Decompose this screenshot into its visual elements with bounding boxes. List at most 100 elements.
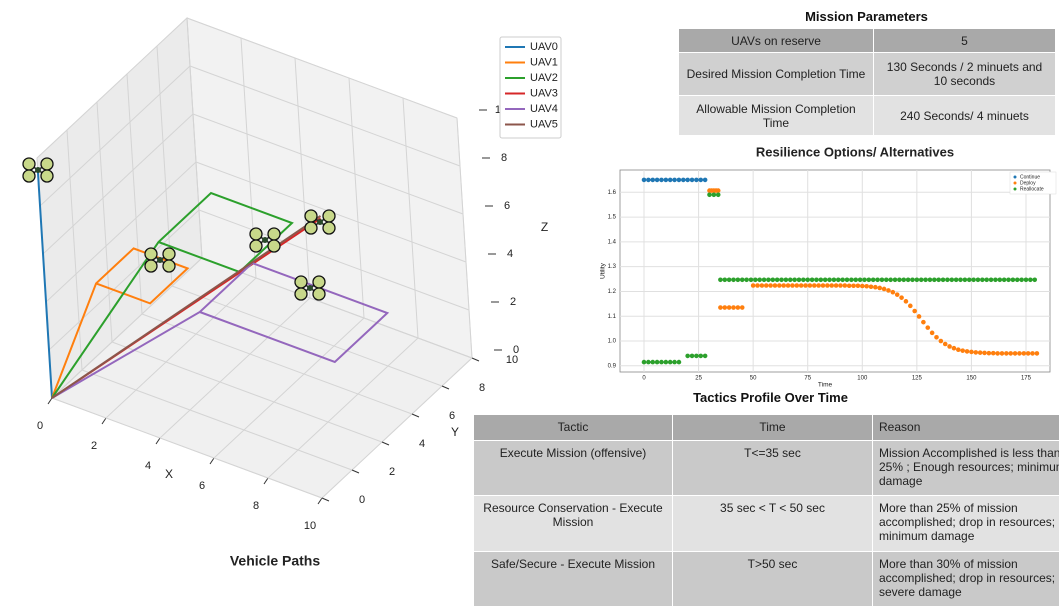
- z-tick-label: 8: [501, 152, 507, 164]
- data-point: [685, 178, 690, 183]
- data-point: [718, 305, 723, 310]
- z-tick-label: 2: [510, 296, 516, 308]
- data-point: [856, 283, 861, 288]
- data-point: [945, 277, 950, 282]
- page: 024681002468100246810XYZ UAV0UAV1UAV2UAV…: [0, 0, 1059, 606]
- data-point: [947, 344, 952, 349]
- data-point: [736, 305, 741, 310]
- vehicle-paths-plot: 024681002468100246810XYZ: [37, 18, 548, 532]
- data-point: [788, 277, 793, 282]
- data-point: [899, 295, 904, 300]
- data-point: [984, 277, 989, 282]
- data-point: [971, 277, 976, 282]
- data-point: [932, 277, 937, 282]
- data-point: [963, 277, 968, 282]
- table-cell: 35 sec < T < 50 sec: [673, 496, 873, 552]
- data-point: [915, 277, 920, 282]
- data-point: [650, 178, 655, 183]
- data-point: [777, 283, 782, 288]
- data-point: [799, 283, 804, 288]
- data-point: [949, 277, 954, 282]
- data-point: [1028, 277, 1033, 282]
- data-point: [792, 277, 797, 282]
- data-point: [690, 178, 695, 183]
- table-title: Mission Parameters: [678, 9, 1055, 24]
- data-point: [736, 277, 741, 282]
- data-point: [840, 277, 845, 282]
- data-point: [762, 277, 767, 282]
- legend-label: UAV5: [530, 118, 558, 130]
- table-cell: More than 30% of mission accomplished; d…: [873, 552, 1059, 606]
- data-point: [871, 277, 876, 282]
- table-title: Tactics Profile Over Time: [473, 390, 1059, 405]
- y-tick-label: 1.6: [608, 190, 617, 196]
- data-point: [956, 347, 961, 352]
- data-point: [862, 277, 867, 282]
- data-point: [681, 178, 686, 183]
- data-point: [965, 349, 970, 354]
- y-tick-label: 0: [359, 494, 365, 506]
- header-cell: Reason: [873, 415, 1059, 441]
- data-point: [659, 360, 664, 365]
- data-point: [703, 178, 708, 183]
- data-point: [958, 277, 963, 282]
- data-point: [753, 277, 758, 282]
- data-point: [797, 277, 802, 282]
- table-cell: T<=35 sec: [673, 441, 873, 496]
- table-cell: Safe/Secure - Execute Mission: [474, 552, 673, 606]
- table-cell: 240 Seconds/ 4 minuets: [874, 96, 1056, 136]
- legend-swatch: [1014, 188, 1017, 191]
- data-point: [923, 277, 928, 282]
- legend-label: UAV1: [530, 56, 558, 68]
- data-point: [906, 277, 911, 282]
- data-point: [1002, 277, 1007, 282]
- legend-swatch: [1014, 182, 1017, 185]
- data-point: [987, 351, 992, 356]
- data-point: [790, 283, 795, 288]
- data-point: [921, 320, 926, 325]
- legend-swatch: [1014, 176, 1017, 179]
- data-point: [858, 277, 863, 282]
- data-point: [1006, 277, 1011, 282]
- tick-mark: [48, 398, 52, 404]
- x-tick-label: 50: [750, 376, 757, 382]
- data-point: [740, 277, 745, 282]
- data-point: [698, 178, 703, 183]
- data-point: [781, 283, 786, 288]
- data-point: [888, 277, 893, 282]
- data-point: [685, 354, 690, 359]
- data-point: [967, 277, 972, 282]
- x-tick-label: 150: [966, 376, 977, 382]
- header-cell: Time: [673, 415, 873, 441]
- data-point: [755, 283, 760, 288]
- table-row: Resource Conservation - Execute Mission …: [474, 496, 1059, 552]
- data-point: [814, 277, 819, 282]
- table-cell: Resource Conservation - Execute Mission: [474, 496, 673, 552]
- data-point: [838, 283, 843, 288]
- data-point: [672, 178, 677, 183]
- data-point: [642, 360, 647, 365]
- data-point: [904, 299, 909, 304]
- tick-mark: [382, 442, 389, 445]
- legend-label: UAV4: [530, 103, 558, 115]
- data-point: [976, 277, 981, 282]
- data-point: [1017, 351, 1022, 356]
- x-axis-label: Time: [818, 382, 833, 389]
- table-cell: Allowable Mission Completion Time: [679, 96, 874, 136]
- data-point: [832, 277, 837, 282]
- data-point: [716, 188, 721, 193]
- data-point: [770, 277, 775, 282]
- x-tick-label: 2: [91, 440, 97, 452]
- data-point: [1004, 351, 1009, 356]
- data-point: [677, 360, 682, 365]
- table-header: Tactic Time Reason: [474, 415, 1059, 441]
- tick-mark: [318, 498, 322, 504]
- data-point: [751, 283, 756, 288]
- data-point: [642, 178, 647, 183]
- data-point: [716, 192, 721, 197]
- z-tick-label: 6: [504, 200, 510, 212]
- data-point: [1011, 277, 1016, 282]
- data-point: [973, 350, 978, 355]
- data-point: [707, 192, 712, 197]
